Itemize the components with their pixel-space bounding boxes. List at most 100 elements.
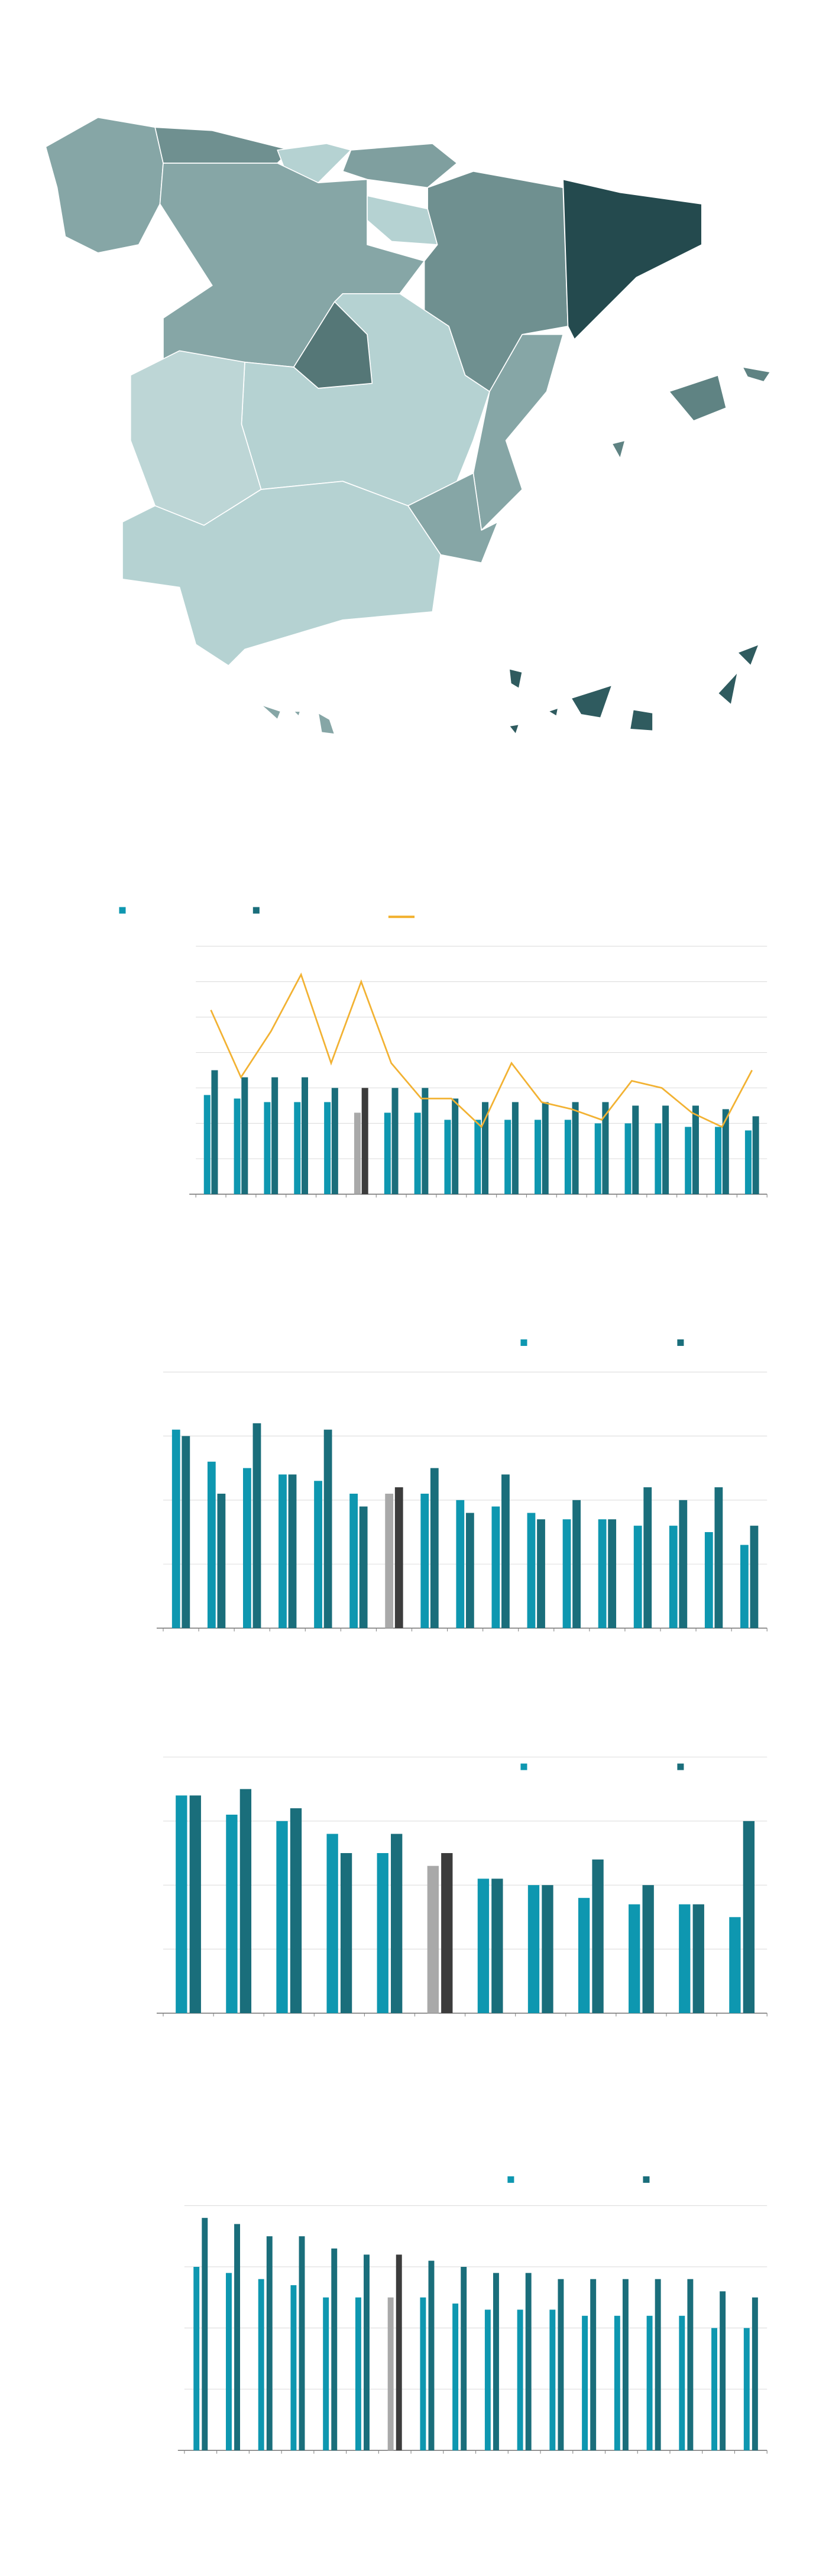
bar [491, 1879, 503, 2013]
bar [491, 1506, 500, 1628]
region [129, 350, 262, 526]
bar [234, 2224, 240, 2451]
region [509, 724, 520, 735]
bar [324, 1102, 331, 1195]
bar [396, 2254, 402, 2451]
region [45, 116, 164, 254]
bar [456, 1500, 465, 1628]
bar [687, 2279, 694, 2451]
bar [582, 2315, 588, 2451]
region [737, 644, 760, 666]
bar [331, 1088, 338, 1195]
bar [202, 2218, 208, 2451]
bar [592, 1859, 604, 2013]
bar [632, 1105, 639, 1195]
bar [294, 1102, 301, 1195]
bar [323, 1429, 332, 1628]
bar [279, 1474, 287, 1628]
bar [752, 2297, 758, 2451]
bar [331, 2248, 338, 2451]
bar [643, 1487, 652, 1628]
bar [655, 1123, 662, 1195]
bar [290, 2285, 297, 2451]
bar [364, 2254, 370, 2451]
bar [685, 1127, 692, 1195]
bar [430, 1468, 439, 1628]
bar [642, 1885, 654, 2013]
bar [182, 1436, 190, 1628]
region [509, 668, 523, 689]
bar [193, 2266, 200, 2451]
bar [301, 1077, 309, 1195]
bar [722, 1109, 729, 1195]
bar [477, 1879, 490, 2013]
bar [441, 1852, 453, 2013]
bar [420, 2297, 426, 2451]
region [154, 126, 292, 167]
bar [288, 1474, 297, 1628]
bar [542, 1885, 553, 2013]
region [629, 709, 653, 732]
bar [740, 1545, 749, 1628]
bar [349, 1493, 358, 1628]
bar [511, 1102, 519, 1195]
bar [629, 1904, 640, 2013]
region [668, 374, 727, 421]
bar [264, 1102, 271, 1195]
bar [527, 1513, 536, 1628]
bar [427, 1866, 439, 2013]
bar [355, 2297, 361, 2451]
region [122, 481, 442, 666]
bar [744, 1130, 752, 1195]
bar [743, 1821, 755, 2013]
bar [752, 1116, 759, 1195]
bar [549, 2309, 556, 2451]
bar [624, 1123, 632, 1195]
bar [207, 1461, 216, 1628]
bar [385, 1493, 394, 1628]
map [45, 116, 771, 735]
bar [598, 1519, 607, 1628]
bar [743, 2328, 750, 2451]
legend-swatch [520, 1763, 527, 1770]
legend-swatch [643, 2176, 650, 2183]
bar [501, 1474, 510, 1628]
bar [452, 1098, 459, 1195]
bar [314, 1481, 322, 1628]
legend-swatch [520, 1339, 527, 1346]
region [367, 195, 438, 245]
legend-swatch [119, 907, 126, 914]
bar [711, 2328, 718, 2451]
bar [271, 1077, 279, 1195]
bar [572, 1102, 579, 1195]
bar [493, 2273, 499, 2451]
bar [211, 1070, 218, 1195]
line-series [210, 972, 753, 1128]
bar [655, 2279, 661, 2451]
region [293, 710, 301, 717]
bar [340, 1852, 352, 2013]
bar [422, 1088, 429, 1195]
region [741, 366, 771, 382]
bar [354, 1112, 361, 1195]
bar [704, 1532, 713, 1628]
bar [241, 1077, 248, 1195]
bar [608, 1519, 617, 1628]
region [717, 671, 739, 706]
bar [176, 1795, 187, 2013]
bar [420, 1493, 429, 1628]
bar [217, 1493, 226, 1628]
region [548, 708, 559, 717]
bar [203, 1095, 211, 1195]
bar [590, 2279, 597, 2451]
bar [669, 1526, 678, 1628]
legend-swatch [677, 1339, 684, 1346]
region [562, 179, 702, 340]
bar [662, 1105, 669, 1195]
bar [692, 1105, 699, 1195]
bar [484, 2309, 491, 2451]
bar [461, 2266, 467, 2451]
bar [239, 1789, 252, 2013]
bar [465, 1513, 474, 1628]
